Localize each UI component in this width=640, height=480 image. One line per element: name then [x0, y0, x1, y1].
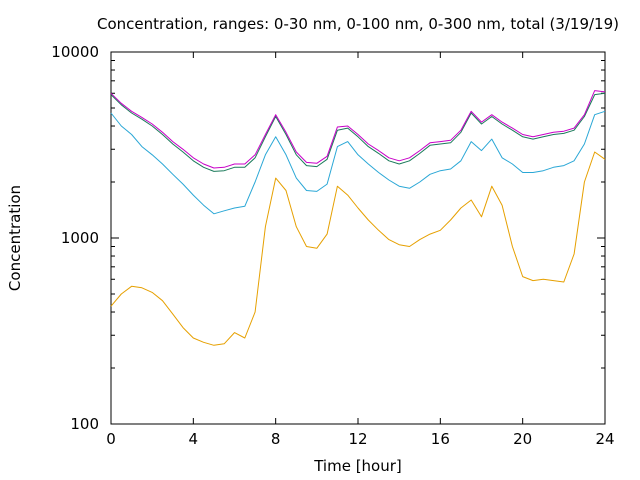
series-line-1	[110, 110, 606, 215]
series-layer	[110, 90, 606, 346]
series-line-3	[110, 90, 606, 169]
series-line-2	[110, 92, 606, 172]
y-tick-label: 10000	[51, 43, 99, 61]
x-tick-label: 0	[106, 430, 116, 448]
y-axis-label: Concentration	[6, 185, 24, 291]
x-tick-label: 16	[431, 430, 450, 448]
y-axis-ticks: 100 1000 10000	[51, 43, 605, 433]
y-tick-label: 100	[70, 415, 99, 433]
y-tick-label: 1000	[61, 229, 99, 247]
x-axis-label: Time [hour]	[313, 457, 402, 475]
x-tick-label: 4	[189, 430, 199, 448]
x-tick-label: 8	[271, 430, 281, 448]
chart-title: Concentration, ranges: 0-30 nm, 0-100 nm…	[97, 15, 619, 33]
plot-frame	[110, 51, 606, 425]
x-tick-label: 12	[348, 430, 367, 448]
x-tick-label: 20	[513, 430, 532, 448]
x-axis-ticks: 0 4 8 12 16 20 24	[106, 52, 615, 448]
x-tick-label: 24	[595, 430, 614, 448]
series-line-0	[110, 151, 606, 346]
y-minor-ticks	[111, 60, 605, 369]
